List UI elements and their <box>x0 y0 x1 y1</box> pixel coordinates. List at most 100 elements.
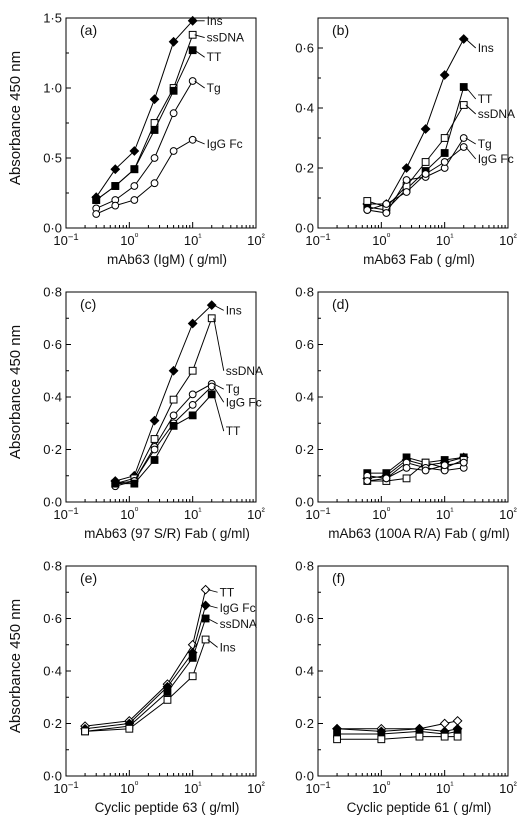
data-point <box>333 735 341 744</box>
series-label: Ins <box>220 640 236 654</box>
data-point <box>149 94 160 105</box>
series-ins <box>81 635 210 736</box>
label-leader <box>207 618 218 625</box>
series-label: ssDNA <box>478 107 515 121</box>
data-point <box>150 126 159 134</box>
panel-e: 0·0 0·2 0·4 0·6 0·8 10−1 10⁰ 10¹ 10² Cyclic pepti… <box>43 559 265 816</box>
label-leader <box>213 394 225 432</box>
series-line <box>95 20 194 198</box>
data-point <box>169 421 178 430</box>
x-tick-label: 10¹ <box>436 506 454 522</box>
label-leader <box>465 38 477 49</box>
label-leader <box>194 34 205 39</box>
x-tick-label: 10² <box>499 232 517 248</box>
series-line <box>115 386 213 487</box>
label-leader <box>213 386 225 403</box>
data-point <box>459 134 468 142</box>
label-leader <box>207 604 218 609</box>
series-igg-fc <box>80 600 211 734</box>
x-tick-label: 10² <box>499 506 517 522</box>
x-tick-label: 10¹ <box>436 780 454 796</box>
series-ins <box>110 300 217 486</box>
label-leader <box>207 589 218 593</box>
label-leader <box>207 639 218 648</box>
panel-f: 0·0 0·2 0·4 0·6 0·8 10−1 10⁰ 10¹ 10² Cyclic pepti… <box>295 559 517 816</box>
series-line <box>115 394 213 485</box>
data-point <box>150 179 159 188</box>
series-igg-fc <box>92 135 197 218</box>
series-ssdna <box>92 30 197 204</box>
data-point <box>421 466 430 475</box>
series-2 <box>362 452 469 484</box>
label-leader <box>194 139 205 145</box>
x-axis-title: mAb63 (97 S/R) Fab ( g/ml) <box>84 526 250 541</box>
y-tick-label: 0·5 <box>43 151 62 166</box>
data-point <box>81 727 89 736</box>
series-label: ssDNA <box>226 364 263 378</box>
data-point <box>207 314 216 323</box>
label-leader <box>213 383 224 390</box>
y-tick-label: 0·8 <box>295 285 314 300</box>
series-line <box>115 304 213 482</box>
panel-d: 0·0 0·2 0·4 0·6 0·8 10−1 10⁰ 10¹ 10² mAb63 (100A … <box>295 285 517 542</box>
data-point <box>129 146 140 156</box>
y-tick-label: 0·6 <box>295 337 314 352</box>
data-point <box>130 165 139 174</box>
x-tick-label: 10² <box>247 232 265 248</box>
series-label: ssDNA <box>220 617 257 631</box>
data-point <box>169 109 178 118</box>
x-tick-label: 10² <box>247 506 265 522</box>
data-point <box>201 635 210 644</box>
series-line <box>96 139 193 215</box>
series-igg-fc <box>363 143 468 214</box>
series-line <box>115 383 212 485</box>
panel-label: (d) <box>332 296 349 312</box>
data-point <box>440 158 449 166</box>
data-point <box>188 653 197 662</box>
x-tick-label: 10¹ <box>184 506 202 522</box>
data-point <box>440 732 449 741</box>
data-point <box>188 46 197 55</box>
data-point <box>363 477 372 485</box>
y-tick-label: 0·0 <box>43 221 62 236</box>
panel-c: 0·0 0·2 0·4 0·6 0·8 10−1 10⁰ 10¹ 10² mAb63 (97 S/… <box>43 285 265 542</box>
series-label: IgG Fc <box>207 137 243 151</box>
plot-frame <box>317 291 509 503</box>
data-point <box>188 411 197 420</box>
series-line <box>337 736 458 740</box>
label-leader <box>213 318 225 371</box>
panel-label: (f) <box>332 570 345 586</box>
data-point <box>363 206 372 214</box>
plot-frame <box>317 17 509 229</box>
x-tick-label: 10−1 <box>53 780 78 796</box>
data-point <box>459 101 468 109</box>
label-leader <box>465 137 476 145</box>
data-point <box>415 732 424 741</box>
data-point <box>201 614 210 623</box>
series-line <box>337 730 458 735</box>
data-point <box>110 164 121 175</box>
data-point <box>440 134 449 142</box>
panel-a: 0·0 0·5 1·0 1·5 10−1 10⁰ 10¹ 10² mAb63 (IgM) ( g… <box>43 11 265 268</box>
data-point <box>200 584 211 595</box>
data-point <box>458 34 469 44</box>
data-point <box>125 724 134 733</box>
y-tick-label: 0·2 <box>43 442 62 457</box>
x-tick-label: 10⁰ <box>372 506 390 522</box>
data-point <box>150 445 159 454</box>
series-line <box>367 86 465 211</box>
y-tick-label: 0·0 <box>295 769 314 784</box>
series-label: IgG Fc <box>478 152 514 166</box>
data-point <box>421 158 430 166</box>
y-tick-label: 0·4 <box>295 664 314 679</box>
series-5 <box>363 458 468 485</box>
data-point <box>130 479 139 488</box>
y-tick-label: 0·8 <box>43 285 62 300</box>
panel-label: (a) <box>80 22 97 38</box>
y-tick-label: 0·2 <box>295 442 314 457</box>
data-point <box>168 365 179 376</box>
y-tick-label: 0·2 <box>295 161 314 176</box>
series-label: Ins <box>226 303 242 317</box>
x-tick-label: 10−1 <box>305 506 330 522</box>
data-point <box>168 36 179 47</box>
